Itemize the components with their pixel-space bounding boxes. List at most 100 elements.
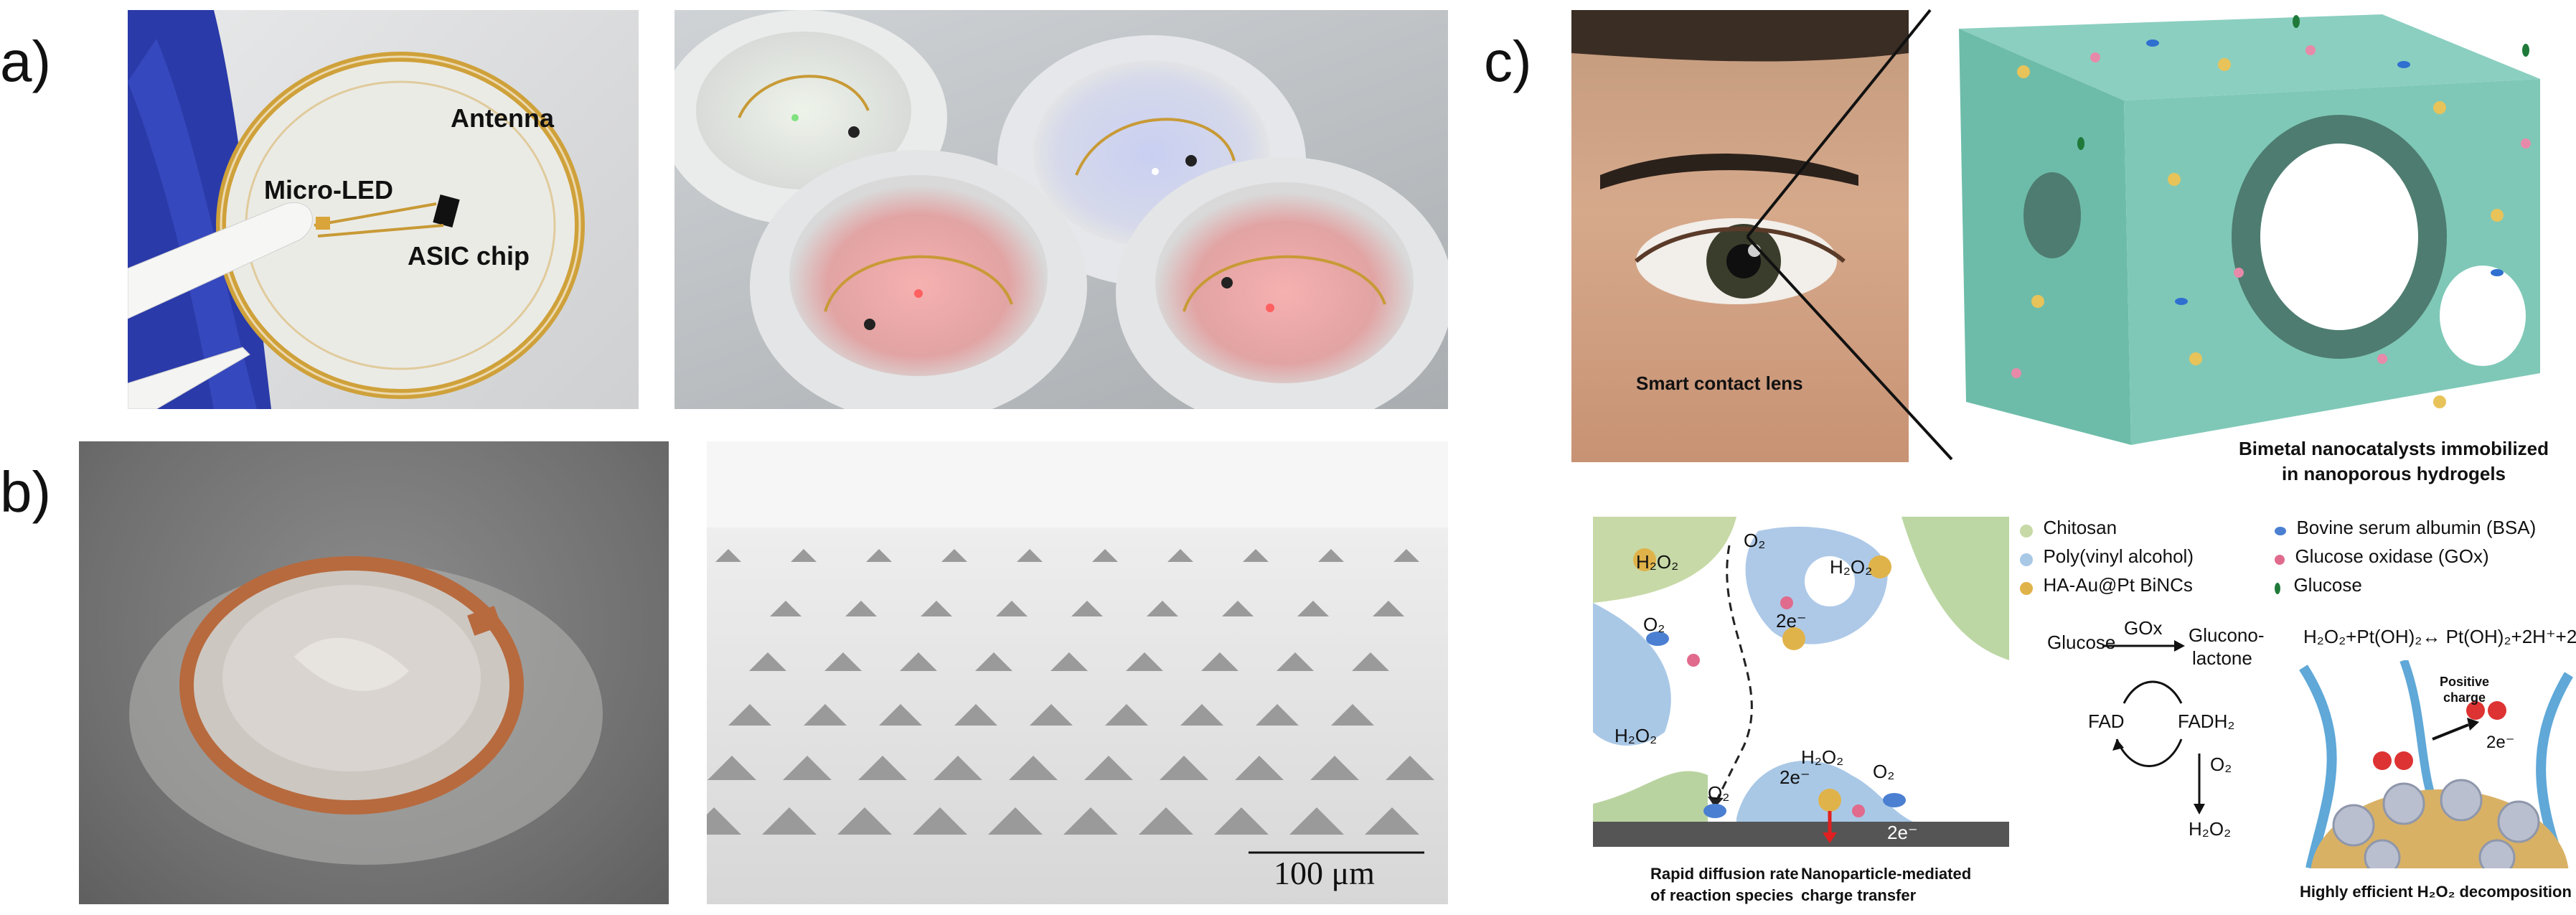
microneedle — [858, 756, 907, 780]
microneedle — [707, 807, 741, 835]
h2o2-cycle-label: H₂O₂ — [2189, 818, 2232, 840]
microneedle — [1126, 652, 1163, 671]
microneedle — [708, 756, 756, 780]
microneedle — [783, 756, 832, 780]
glucose-substrate-label: Glucose — [2047, 632, 2116, 653]
microneedle — [1017, 549, 1043, 562]
lens-photo-tweezers-illustration — [128, 10, 585, 409]
microneedle — [1277, 652, 1314, 671]
h2o2-label-3: H₂O₂ — [1614, 725, 1658, 746]
face-photo: Smart contact lens — [1571, 10, 1909, 462]
legend-label: Glucose — [2293, 574, 2362, 596]
microneedle — [913, 807, 967, 835]
microneedle — [1310, 756, 1359, 780]
microneedle — [1180, 704, 1223, 726]
microneedle — [770, 601, 802, 616]
legend-item: Glucose — [2275, 574, 2362, 596]
2e-label-1: 2e⁻ — [1776, 610, 1807, 632]
h2o2-label-1: H₂O₂ — [1636, 551, 1679, 573]
microneedle — [941, 549, 967, 562]
gluconolactone-label-1: Glucono- — [2189, 624, 2265, 646]
microneedle — [1365, 807, 1419, 835]
gox-reaction-cycle — [2102, 640, 2205, 815]
pva-icon — [2020, 553, 2033, 566]
microneedle — [1139, 807, 1193, 835]
microneedle — [879, 704, 922, 726]
positive-charge-label-2: charge — [2443, 690, 2486, 705]
lens-on-surface-illustration — [129, 556, 603, 865]
microneedle — [1214, 807, 1269, 835]
lens-on-surface-photo — [79, 441, 669, 904]
decomposition-caption: Highly efficient H₂O₂ decomposition on H… — [2300, 883, 2576, 901]
2e-label-3: 2e⁻ — [1887, 822, 1918, 843]
microneedle — [824, 652, 862, 671]
microneedle — [804, 704, 847, 726]
legend-item: Bovine serum albumin (BSA) — [2275, 517, 2536, 539]
o2-cycle-label: O₂ — [2210, 754, 2232, 775]
microneedle — [1084, 756, 1133, 780]
asic-chip-label: ASIC chip — [408, 241, 530, 271]
o2-label-3: O₂ — [1873, 761, 1895, 782]
panel-label-c: c) — [1484, 29, 1532, 93]
nanoparticle-illustration — [2299, 660, 2574, 868]
diffusion-scheme: H₂O₂ O₂ H₂O₂ O₂ 2e⁻ H₂O₂ H₂O₂ 2e⁻ O₂ O₂ … — [1593, 517, 2009, 861]
2e-surface-label: 2e⁻ — [2486, 733, 2515, 752]
microneedle — [1105, 704, 1148, 726]
nanoparticle-surface: Positive charge 2e⁻ — [2296, 660, 2576, 868]
caption-diffusion-2: of reaction species — [1650, 886, 1794, 904]
microneedle — [900, 652, 937, 671]
microneedle — [1050, 652, 1088, 671]
h2o2-label-4: H₂O₂ — [1801, 746, 1844, 768]
nanocatalyst-icon — [2020, 581, 2033, 595]
panel-label-a: a) — [0, 29, 52, 93]
micro-led-label: Micro-LED — [264, 175, 393, 205]
microneedle — [996, 601, 1028, 616]
decomposition-equation: H₂O₂+Pt(OH)₂↔ Pt(OH)₂+2H⁺+2e⁻+O₂ — [2303, 626, 2576, 647]
legend-label: Glucose oxidase (GOx) — [2295, 545, 2489, 567]
microneedle — [975, 652, 1012, 671]
legend-label: Bovine serum albumin (BSA) — [2296, 517, 2537, 538]
legend-label: Chitosan — [2043, 517, 2117, 538]
microneedle — [1256, 704, 1299, 726]
antenna-label: Antenna — [451, 103, 554, 133]
microneedle — [1063, 807, 1118, 835]
microneedle — [837, 807, 892, 835]
hydrogel-caption-2: in nanoporous hydrogels — [2282, 463, 2506, 484]
microneedle — [762, 807, 817, 835]
microneedle — [715, 549, 741, 562]
chitosan-icon — [2020, 524, 2033, 538]
glowing-lenses-photo — [674, 10, 1448, 409]
microneedle — [1373, 601, 1404, 616]
microneedle — [1147, 601, 1178, 616]
gox-enzyme-label: GOx — [2124, 617, 2163, 639]
microneedle — [1030, 704, 1073, 726]
smart-contact-lens-label: Smart contact lens — [1636, 372, 1803, 394]
hydrogel-caption-1: Bimetal nanocatalysts immobilized — [2239, 438, 2549, 459]
positive-charge-label-1: Positive — [2440, 675, 2490, 689]
glowing-lenses-illustration — [674, 10, 1448, 409]
legend-right: Bovine serum albumin (BSA) Glucose oxida… — [2275, 517, 2576, 617]
microneedle — [1235, 756, 1284, 780]
microneedle — [1160, 756, 1208, 780]
legend-item: Glucose oxidase (GOx) — [2275, 545, 2489, 568]
hydrogel-illustration — [1959, 14, 2540, 445]
microneedle-sem-photo: 100 μm — [707, 441, 1448, 904]
microneedle — [845, 601, 877, 616]
legend-label: HA-Au@Pt BiNCs — [2043, 574, 2193, 596]
microneedle — [1331, 704, 1374, 726]
o2-label-1: O₂ — [1744, 530, 1766, 551]
caption-charge-2: charge transfer — [1801, 886, 1917, 904]
caption-diffusion-1: Rapid diffusion rate — [1650, 865, 1799, 883]
legend-label: Poly(vinyl alcohol) — [2043, 545, 2194, 567]
glucose-icon — [2275, 582, 2280, 594]
microneedle — [1289, 807, 1344, 835]
h2o2-label-2: H₂O₂ — [1830, 556, 1873, 578]
microneedle — [1071, 601, 1103, 616]
microneedle — [1222, 601, 1254, 616]
legend-item: Poly(vinyl alcohol) — [2020, 545, 2194, 568]
microneedle — [988, 807, 1043, 835]
gox-icon — [2275, 554, 2285, 565]
legend-item: HA-Au@Pt BiNCs — [2020, 574, 2193, 596]
scale-bar-label: 100 μm — [1274, 855, 1375, 891]
gluconolactone-label-2: lactone — [2192, 647, 2252, 669]
